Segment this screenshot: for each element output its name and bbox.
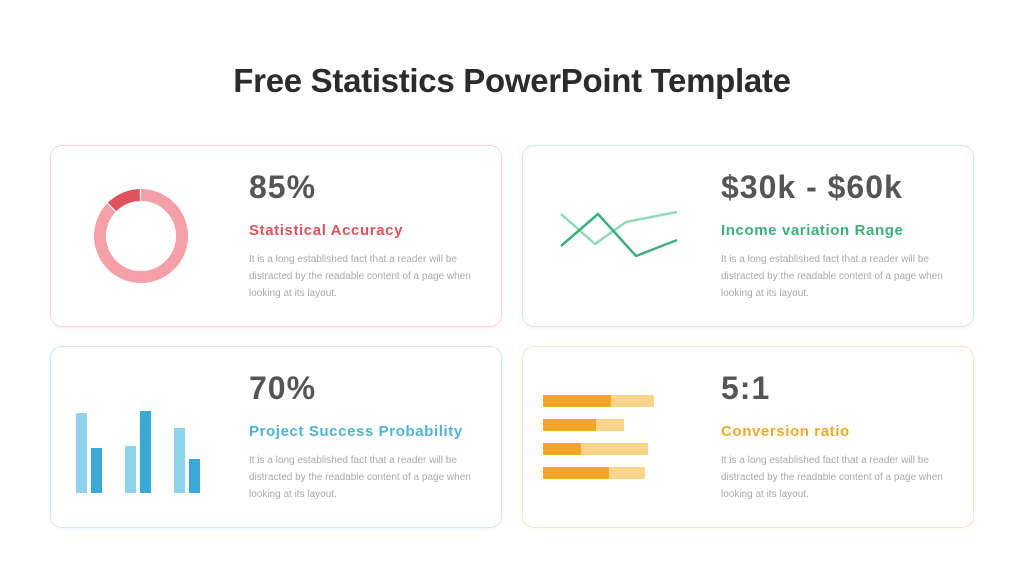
card-description: It is a long established fact that a rea… xyxy=(721,254,943,299)
card-value: 85% xyxy=(249,169,317,205)
card-description: It is a long established fact that a rea… xyxy=(721,455,943,500)
card-label: Project Success Probability xyxy=(249,423,463,440)
card-project-success: 70% Project Success Probability It is a … xyxy=(50,346,502,528)
card-label: Statistical Accuracy xyxy=(249,222,404,239)
horizontal-bar-chart-icon xyxy=(523,347,713,529)
bar-chart-icon xyxy=(51,347,241,529)
card-description: It is a long established fact that a rea… xyxy=(249,455,471,500)
card-label: Income variation Range xyxy=(721,222,904,239)
card-value: $30k - $60k xyxy=(721,169,903,205)
card-value: 5:1 xyxy=(721,370,771,406)
line-chart-icon xyxy=(523,146,713,328)
card-description: It is a long established fact that a rea… xyxy=(249,254,471,299)
card-income-variation: $30k - $60k Income variation Range It is… xyxy=(522,145,974,327)
donut-chart-icon xyxy=(51,146,241,328)
card-conversion-ratio: 5:1 Conversion ratio It is a long establ… xyxy=(522,346,974,528)
slide-title: Free Statistics PowerPoint Template xyxy=(233,62,791,99)
card-statistical-accuracy: 85% Statistical Accuracy It is a long es… xyxy=(50,145,502,327)
card-value: 70% xyxy=(249,370,317,406)
card-label: Conversion ratio xyxy=(721,423,850,440)
